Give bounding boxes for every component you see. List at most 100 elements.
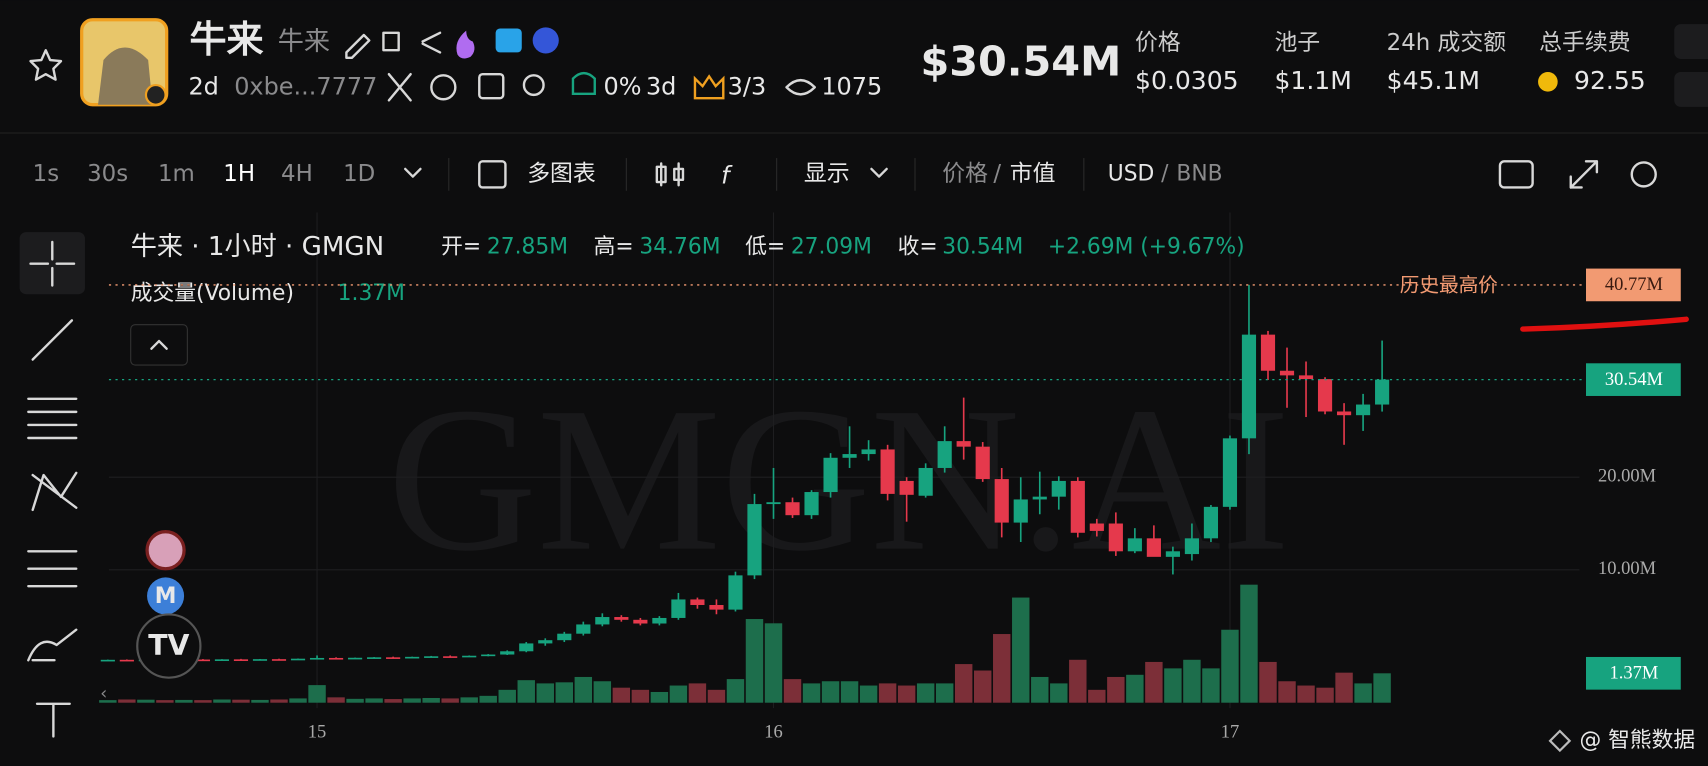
bnb-toggle[interactable]: BNB bbox=[1176, 161, 1222, 186]
side-button[interactable] bbox=[1674, 24, 1708, 59]
volume-bar bbox=[403, 698, 421, 703]
candle-body bbox=[1336, 411, 1352, 416]
volume-bar bbox=[1107, 676, 1125, 703]
brush-tool[interactable] bbox=[27, 628, 78, 662]
text-tool[interactable] bbox=[35, 702, 71, 738]
volume-bar bbox=[137, 699, 155, 703]
pattern-tool[interactable] bbox=[31, 471, 78, 512]
candle-type-icon[interactable] bbox=[655, 162, 685, 187]
candle-body bbox=[1089, 523, 1104, 531]
candle-body bbox=[519, 643, 534, 652]
post-icon[interactable] bbox=[478, 72, 505, 100]
candle-body bbox=[690, 599, 705, 605]
chart-title: 牛来 · 1小时 · GMGN bbox=[131, 232, 385, 262]
candle-body bbox=[290, 658, 306, 661]
market-cap-toggle[interactable]: 市值 bbox=[1010, 161, 1056, 187]
search-icon[interactable] bbox=[522, 74, 545, 97]
candle-body bbox=[462, 655, 477, 658]
favorite-star[interactable] bbox=[29, 49, 63, 81]
interval-button[interactable]: 1m bbox=[158, 161, 195, 187]
volume-bar bbox=[707, 689, 726, 703]
fib-tool[interactable] bbox=[27, 397, 78, 440]
volume-bar bbox=[1259, 661, 1277, 703]
price-toggle[interactable]: 价格 bbox=[942, 161, 988, 187]
x-icon[interactable] bbox=[387, 72, 412, 102]
tradingview-logo[interactable] bbox=[136, 613, 202, 679]
volume-bar bbox=[479, 695, 497, 703]
screenshot-icon[interactable] bbox=[1498, 160, 1534, 189]
stat-value: $45.1M bbox=[1387, 66, 1480, 95]
volume-bar bbox=[612, 687, 631, 703]
volume-bar bbox=[993, 634, 1011, 703]
candle-body bbox=[1108, 523, 1123, 552]
multi-chart-label[interactable]: 多图表 bbox=[527, 161, 596, 187]
volume-bar bbox=[821, 681, 840, 703]
toggle-separator: / bbox=[993, 161, 1001, 187]
edit-icon[interactable] bbox=[345, 33, 371, 60]
candle-body bbox=[956, 441, 971, 447]
candle-body bbox=[766, 502, 781, 505]
price-line-label: 历史最高价 bbox=[1400, 274, 1498, 297]
volume-bar bbox=[574, 676, 593, 703]
candle-body bbox=[1146, 538, 1161, 557]
volume-bar bbox=[346, 698, 364, 703]
position-tool[interactable] bbox=[27, 550, 78, 588]
share-icon[interactable] bbox=[421, 31, 442, 54]
legend-close: 30.54M bbox=[942, 234, 1023, 259]
candle-body bbox=[1013, 499, 1028, 523]
volume-bar bbox=[1145, 661, 1163, 703]
interval-button[interactable]: 1H bbox=[223, 161, 255, 187]
volume-bar bbox=[954, 664, 973, 703]
volume-tag bbox=[1586, 656, 1681, 690]
top10-icon bbox=[571, 71, 596, 95]
display-dropdown[interactable] bbox=[870, 167, 888, 178]
crosshair-tool[interactable] bbox=[19, 232, 85, 295]
volume-bar bbox=[650, 691, 669, 703]
volume-bar bbox=[555, 682, 574, 703]
interval-button[interactable]: 1D bbox=[343, 161, 375, 187]
settings-icon[interactable] bbox=[1630, 161, 1657, 188]
volume-bar bbox=[1202, 668, 1220, 703]
multi-chart-checkbox[interactable] bbox=[478, 160, 507, 189]
display-menu[interactable]: 显示 bbox=[804, 161, 850, 187]
candle-body bbox=[747, 504, 762, 576]
interval-dropdown[interactable] bbox=[404, 167, 422, 178]
volume-bar bbox=[802, 683, 821, 703]
event-marker[interactable] bbox=[147, 577, 185, 615]
collapse-button[interactable] bbox=[130, 324, 188, 366]
stat-value: 92.55 bbox=[1574, 66, 1646, 95]
avatar-figure bbox=[98, 47, 153, 105]
token-address[interactable]: 0xbe...7777 bbox=[234, 72, 377, 100]
event-marker[interactable] bbox=[145, 530, 186, 571]
candle-body bbox=[195, 659, 211, 662]
candle-body bbox=[405, 656, 420, 659]
legend-open: 27.85M bbox=[487, 234, 568, 259]
candle-body bbox=[880, 449, 895, 494]
candle-body bbox=[1241, 334, 1257, 439]
candle-body bbox=[899, 480, 914, 495]
interval-button[interactable]: 4H bbox=[281, 161, 313, 187]
views: 1075 bbox=[821, 72, 882, 100]
chart: GMGN.AI bbox=[99, 212, 1580, 709]
candle-body bbox=[1222, 438, 1238, 507]
chart-icon[interactable] bbox=[430, 74, 457, 101]
settings-button[interactable] bbox=[1674, 72, 1708, 107]
interval-button[interactable]: 1s bbox=[33, 161, 59, 187]
line-tool[interactable] bbox=[31, 319, 74, 361]
volume-bar bbox=[1354, 683, 1372, 703]
hand-drawn-underline bbox=[1520, 316, 1689, 332]
candle-body bbox=[119, 659, 134, 662]
candle-body bbox=[328, 657, 344, 660]
copy-icon[interactable] bbox=[382, 31, 400, 52]
scroll-left[interactable]: ‹ bbox=[100, 684, 107, 704]
interval-button[interactable]: 30s bbox=[87, 161, 128, 187]
stat-label: 24h 成交额 bbox=[1387, 30, 1507, 56]
candle-body bbox=[842, 454, 857, 458]
stat-label: 总手续费 bbox=[1539, 30, 1630, 56]
candle-body bbox=[424, 656, 439, 658]
candle-body bbox=[576, 624, 591, 634]
usd-toggle[interactable]: USD bbox=[1108, 161, 1155, 186]
fullscreen-icon[interactable] bbox=[1569, 160, 1599, 189]
volume-bar bbox=[1012, 597, 1030, 703]
